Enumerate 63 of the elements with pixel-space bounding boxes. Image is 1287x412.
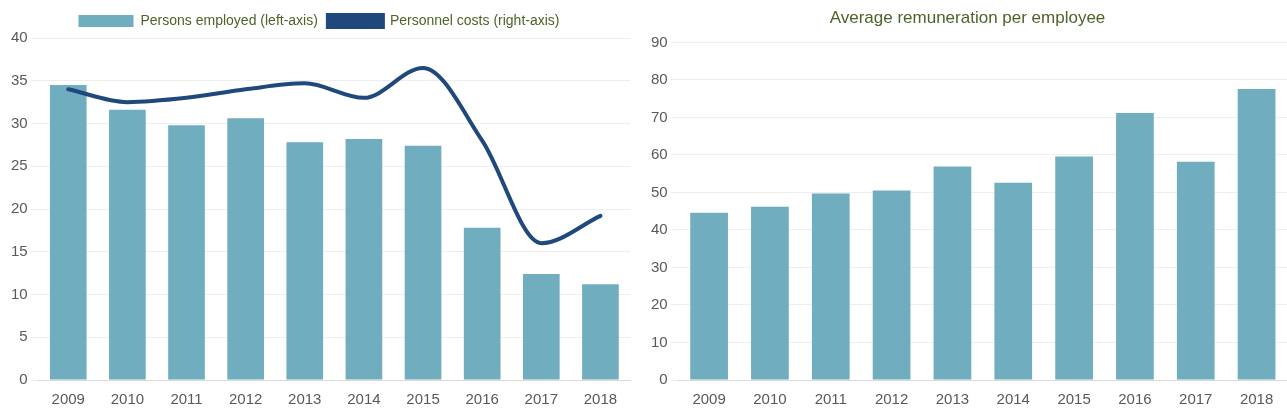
- bar: [1055, 156, 1093, 380]
- x-tick-label: 2018: [583, 390, 618, 408]
- x-tick-label: 2018: [1239, 390, 1274, 408]
- y-tick-label: 30: [651, 257, 668, 275]
- bar: [463, 227, 501, 380]
- x-tick-label: 2013: [935, 390, 970, 408]
- bar: [582, 284, 619, 380]
- bar: [751, 206, 789, 380]
- y-tick-label: 0: [19, 370, 28, 388]
- y-tick-label: 10: [11, 284, 28, 302]
- y-tick-label: 30: [11, 113, 28, 131]
- legend-label: Personnel costs (right-axis): [389, 11, 560, 28]
- bar: [1116, 112, 1154, 380]
- x-tick-label: 2014: [347, 390, 381, 408]
- y-tick-label: 50: [651, 182, 668, 200]
- x-tick-label: 2012: [874, 390, 909, 408]
- y-tick-label: 70: [651, 107, 668, 125]
- x-tick-label: 2012: [228, 390, 263, 408]
- bar: [994, 182, 1033, 380]
- y-tick-label: 0: [659, 370, 668, 388]
- y-tick-label: 5: [19, 327, 28, 345]
- y-tick-label: 25: [11, 156, 28, 174]
- bar: [1176, 161, 1215, 380]
- bar: [227, 118, 264, 380]
- y-tick-label: 10: [651, 332, 668, 350]
- x-tick-label: 2017: [524, 390, 558, 408]
- bar: [1237, 88, 1276, 380]
- x-tick-label: 2017: [1179, 390, 1213, 408]
- bar: [345, 138, 383, 380]
- y-tick-label: 40: [651, 220, 668, 238]
- y-tick-label: 35: [11, 70, 28, 88]
- y-tick-label: 90: [651, 32, 668, 50]
- x-tick-label: 2009: [51, 390, 85, 408]
- x-tick-label: 2016: [465, 390, 499, 408]
- y-tick-label: 20: [11, 199, 28, 217]
- legend-label: Persons employed (left-axis): [140, 11, 318, 28]
- x-tick-label: 2015: [1057, 390, 1091, 408]
- bar: [933, 166, 972, 380]
- bar: [404, 145, 442, 380]
- x-tick-label: 2014: [996, 390, 1030, 408]
- y-tick-label: 60: [651, 145, 668, 163]
- bar: [522, 273, 560, 380]
- x-tick-label: 2011: [814, 390, 847, 408]
- bar: [109, 109, 146, 380]
- x-tick-label: 2016: [1118, 390, 1152, 408]
- y-tick-label: 40: [11, 28, 28, 46]
- y-tick-label: 15: [11, 241, 28, 259]
- bar: [286, 142, 324, 380]
- y-tick-label: 80: [651, 70, 668, 88]
- chart-title: Average remuneration per employee: [829, 7, 1106, 27]
- bar: [811, 193, 850, 380]
- x-tick-label: 2010: [753, 390, 787, 408]
- line-series: [66, 65, 603, 246]
- x-tick-label: 2013: [288, 390, 322, 408]
- bar: [49, 85, 87, 380]
- x-tick-label: 2015: [406, 390, 440, 408]
- bar: [690, 212, 728, 380]
- bar: [872, 190, 911, 380]
- y-tick-label: 20: [651, 295, 668, 313]
- x-tick-label: 2010: [110, 390, 145, 408]
- bar: [168, 125, 205, 380]
- x-tick-label: 2011: [170, 390, 203, 408]
- x-tick-label: 2009: [692, 390, 726, 408]
